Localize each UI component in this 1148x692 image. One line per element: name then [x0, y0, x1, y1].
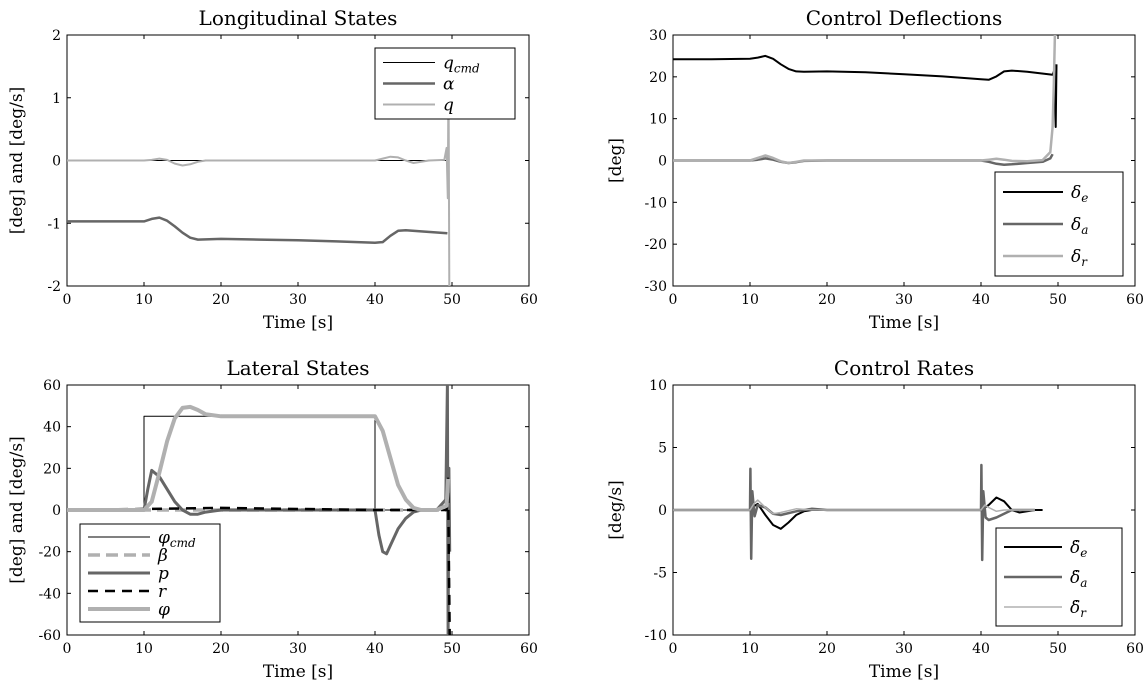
x-tick-label: 60	[1126, 292, 1144, 308]
chart-title: Control Deflections	[806, 6, 1002, 30]
y-tick-label: -5	[653, 566, 667, 582]
x-tick-label: 40	[972, 292, 990, 308]
x-tick-label: 30	[289, 292, 307, 308]
x-tick-label: 50	[1049, 292, 1067, 308]
chart-title: Lateral States	[226, 356, 369, 380]
series-line-2	[67, 385, 452, 635]
x-tick-label: 0	[63, 641, 72, 657]
x-tick-label: 40	[972, 641, 990, 657]
y-tick-label: -2	[47, 279, 61, 295]
legend: δ̇e δ̇a δ̇r	[995, 527, 1123, 627]
legend: δe δa δr	[994, 171, 1124, 277]
x-tick-label: 40	[366, 292, 384, 308]
x-tick-label: 20	[212, 641, 230, 657]
legend-entry: φcmd	[158, 528, 196, 550]
chart-longitudinal: 0 10 20 30 40 50 60 -2 -1 0 1 2 Longitudinal States T…	[7, 6, 538, 333]
chart-deflections: 0 10 20 30 40 50 60 -30 -20 -10 0 10 20 30 Control Def…	[606, 6, 1144, 333]
x-tick-label: 10	[135, 292, 153, 308]
x-tick-label: 40	[366, 641, 384, 657]
y-tick-label: 0	[52, 154, 61, 170]
series-line-3	[67, 477, 451, 635]
x-axis-label: Time [s]	[263, 313, 333, 333]
y-tick-label: 40	[43, 420, 61, 436]
x-tick-label: 50	[443, 292, 461, 308]
series-line-2	[67, 65, 451, 286]
legend-entry: δ̇e	[1070, 538, 1087, 560]
x-tick-label: 0	[63, 292, 72, 308]
x-tick-label: 50	[1049, 641, 1067, 657]
legend-entry: α	[443, 75, 455, 95]
y-tick-label: 60	[43, 378, 61, 394]
y-axis-label: [deg]	[606, 138, 626, 183]
legend-entry: δa	[1071, 215, 1088, 237]
series-line-2	[673, 499, 1035, 515]
chart-rates: 0 10 20 30 40 50 60 -10 -5 0 5 10 Control Rates Time …	[606, 356, 1144, 682]
chart-title: Control Rates	[834, 356, 974, 380]
y-tick-label: 2	[52, 28, 61, 44]
y-tick-label: 20	[649, 70, 667, 86]
y-tick-label: 0	[658, 503, 667, 519]
x-tick-label: 30	[895, 292, 913, 308]
series-line-2	[673, 35, 1057, 165]
chart-title: Longitudinal States	[199, 6, 398, 30]
series-group	[673, 35, 1058, 166]
y-tick-label: 20	[43, 461, 61, 477]
y-tick-label: -10	[644, 628, 667, 644]
y-tick-label: -30	[644, 279, 667, 295]
x-axis-label: Time [s]	[263, 662, 333, 682]
series-group	[673, 463, 1043, 562]
x-tick-label: 30	[289, 641, 307, 657]
series-group	[67, 385, 452, 635]
legend-entry: δr	[1071, 247, 1088, 269]
x-tick-label: 0	[669, 641, 678, 657]
y-tick-label: -10	[644, 195, 667, 211]
x-tick-label: 20	[818, 641, 836, 657]
y-tick-label: 5	[658, 441, 667, 457]
y-axis-label: [deg] and [deg/s]	[7, 436, 27, 583]
legend-entry: δ̇r	[1070, 598, 1087, 620]
y-tick-label: -20	[644, 237, 667, 253]
x-tick-label: 60	[520, 292, 538, 308]
y-axis-label: [deg/s]	[606, 480, 626, 540]
y-tick-label: -1	[47, 216, 61, 232]
x-axis-label: Time [s]	[869, 313, 939, 333]
chart-lateral: 0 10 20 30 40 50 60 -60 -40 -20 0 20 40 60 Lateral Sta…	[7, 356, 538, 682]
x-axis-label: Time [s]	[869, 662, 939, 682]
x-tick-label: 30	[895, 641, 913, 657]
legend-entry: φ	[158, 600, 170, 620]
y-tick-label: 0	[658, 154, 667, 170]
y-tick-label: 1	[52, 91, 61, 107]
y-tick-label: -60	[38, 628, 61, 644]
y-tick-label: -40	[38, 586, 61, 602]
y-tick-label: 10	[649, 378, 667, 394]
y-tick-label: 10	[649, 112, 667, 128]
series-line-1	[67, 216, 448, 244]
x-tick-label: 20	[212, 292, 230, 308]
y-tick-label: -20	[38, 545, 61, 561]
legend-entry: δ̇a	[1070, 568, 1087, 590]
x-tick-label: 10	[741, 641, 759, 657]
series-line-4	[67, 404, 451, 512]
legend-entry: β	[157, 546, 168, 566]
series-line-0	[673, 54, 1058, 128]
x-tick-label: 60	[1126, 641, 1144, 657]
legend-entry: q	[443, 96, 454, 116]
x-tick-label: 10	[741, 292, 759, 308]
legend-entry: p	[158, 564, 169, 584]
y-axis-label: [deg] and [deg/s]	[7, 87, 27, 234]
y-tick-label: 0	[52, 503, 61, 519]
x-tick-label: 50	[443, 641, 461, 657]
x-tick-label: 10	[135, 641, 153, 657]
x-tick-label: 60	[520, 641, 538, 657]
y-tick-label: 30	[649, 28, 667, 44]
legend-entry: r	[158, 582, 167, 602]
legend-entry: qcmd	[443, 54, 480, 76]
x-tick-label: 0	[669, 292, 678, 308]
legend-entry: δe	[1071, 183, 1088, 205]
x-tick-label: 20	[818, 292, 836, 308]
series-group	[67, 65, 451, 286]
